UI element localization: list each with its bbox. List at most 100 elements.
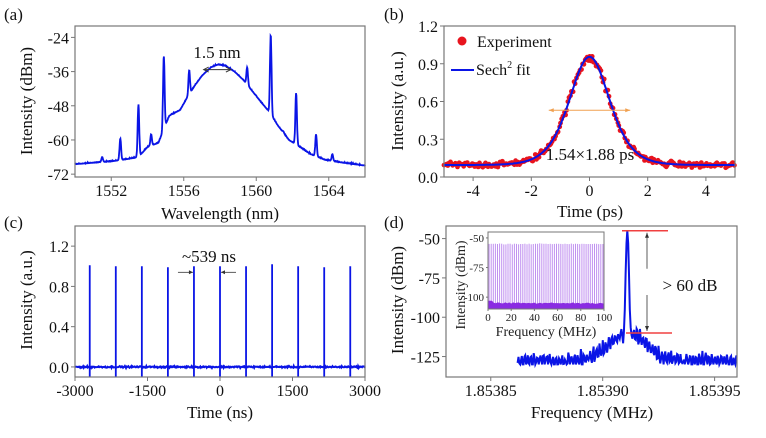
inset-frame xyxy=(487,231,605,310)
experiment-point xyxy=(698,160,704,166)
panel-d-ticks: 1.85385 1.85390 1.85395 -50 -75 -100 -125 xyxy=(411,232,741,400)
x-tick-label: 1556 xyxy=(168,183,200,200)
y-tick-label: 0.9 xyxy=(418,57,438,74)
y-tick-label: 1.2 xyxy=(418,19,438,36)
panel-a-annotation: 1.5 nm xyxy=(193,43,240,62)
panel-d-label: (d) xyxy=(384,213,404,232)
panel-d-xlabel: Frequency (MHz) xyxy=(531,403,653,422)
x-tick-label: -1500 xyxy=(129,383,166,400)
y-tick-label: -100 xyxy=(464,292,485,304)
y-tick-label: -36 xyxy=(48,65,69,82)
legend-label-experiment: Experiment xyxy=(477,34,552,51)
x-tick-label: 60 xyxy=(552,312,564,324)
period-arrowhead-right xyxy=(221,270,225,275)
y-tick-label: 0.8 xyxy=(49,279,69,296)
legend-fit-suffix: fit xyxy=(512,62,531,79)
y-tick-label: 0.6 xyxy=(418,95,438,112)
legend-fit-base: Sech xyxy=(476,62,507,79)
panel-b-frame xyxy=(443,25,736,178)
panel-a: (a) 1552 1556 1560 1564 -24 -36 -48 -60 -72 Wave… xyxy=(4,5,366,223)
panel-b-annotation: 1.54×1.88 ps xyxy=(546,145,634,164)
panel-a-ticks: 1552 1556 1560 1564 -24 -36 -48 -60 -72 xyxy=(48,30,345,200)
fwhm-arrowhead-right xyxy=(625,108,631,113)
spectrum-line xyxy=(74,32,366,168)
x-tick-label: 0 xyxy=(586,183,594,200)
y-tick-label: -75 xyxy=(469,263,484,275)
panel-d-plot-area xyxy=(516,229,737,369)
x-tick-label: 0 xyxy=(216,383,224,400)
legend-fit-superscript: 2 xyxy=(507,60,512,71)
fwhm-arrowhead-left xyxy=(202,66,209,73)
x-tick-label: 2 xyxy=(644,183,652,200)
x-tick-label: 80 xyxy=(575,312,587,324)
panel-d-inset: 0 20 40 60 80 100 -50 -75 -100 Frequency (MHz) I… xyxy=(454,231,613,340)
panel-d-frame xyxy=(445,225,738,378)
y-tick-label: -72 xyxy=(48,167,69,184)
x-tick-label: 100 xyxy=(596,312,613,324)
panel-d: (d) 1.85385 1.85390 1.85395-50-75-100-125 … xyxy=(384,213,741,422)
panel-b-label: (b) xyxy=(384,5,404,24)
x-tick-label: 1500 xyxy=(277,383,309,400)
y-tick-label: -24 xyxy=(48,30,69,47)
inset-noise-floor xyxy=(488,300,604,309)
x-tick-label: 0 xyxy=(485,312,491,324)
fwhm-arrowhead-right xyxy=(225,66,232,73)
panel-d-ylabel: Intensity (dBm) xyxy=(388,246,407,354)
panel-c-xlabel: Time (ns) xyxy=(187,403,253,422)
y-tick-label: 0.0 xyxy=(418,170,438,187)
snr-arrowhead-down xyxy=(645,325,649,331)
y-tick-label: -48 xyxy=(48,99,69,116)
panel-c-annotation: ~539 ns xyxy=(182,247,236,266)
y-tick-label: -100 xyxy=(411,310,440,327)
y-tick-label: -50 xyxy=(419,232,440,249)
y-tick-label: -75 xyxy=(419,271,440,288)
y-tick-label: 1.2 xyxy=(49,239,69,256)
legend-marker-experiment xyxy=(457,36,467,46)
y-tick-label: 0.4 xyxy=(49,320,69,337)
x-tick-label: 1.85395 xyxy=(689,383,741,400)
panel-c: (c) -3000 -1500 0 1500 3000 0.0 0.4 0.8 1.2 Time… xyxy=(4,213,381,422)
snr-arrowhead-up xyxy=(645,232,649,238)
panel-a-xlabel: Wavelength (nm) xyxy=(161,204,279,223)
panel-b-ticks: -4 -2 0 2 4 0.0 0.3 0.6 0.9 1.2 xyxy=(418,19,710,200)
x-tick-label: 40 xyxy=(529,312,541,324)
panel-d-annotation: > 60 dB xyxy=(663,276,718,295)
panel-b-ylabel: Intensity (a.u.) xyxy=(388,51,407,151)
fwhm-arrowhead-left xyxy=(548,108,554,113)
y-tick-label: -125 xyxy=(411,350,440,367)
inset-ylabel: Intensity (dBm) xyxy=(454,240,469,329)
panel-a-frame xyxy=(74,25,366,178)
panel-b: (b) -4 -2 0 2 4 0.0 0.3 0.6 0.9 1.2 Time (ps) Int… xyxy=(384,5,737,221)
panel-c-ylabel: Intensity (a.u.) xyxy=(17,250,36,350)
x-tick-label: 1.85385 xyxy=(465,383,517,400)
inset-plot-area xyxy=(488,243,604,309)
inset-xlabel: Frequency (MHz) xyxy=(496,325,597,340)
sech2-fit-line xyxy=(444,55,735,166)
panel-b-plot-area xyxy=(441,54,737,171)
y-tick-label: -50 xyxy=(469,233,484,245)
period-arrowhead-left xyxy=(188,270,193,275)
x-tick-label: 20 xyxy=(506,312,518,324)
x-tick-label: -3000 xyxy=(56,383,93,400)
panel-c-label: (c) xyxy=(4,213,23,232)
x-tick-label: 1552 xyxy=(95,183,127,200)
inset-ticks: 0 20 40 60 80 100 -50 -75 -100 xyxy=(464,233,613,324)
y-tick-label: -60 xyxy=(48,133,69,150)
panel-b-legend: Experiment Sech2 fit xyxy=(451,34,552,79)
x-tick-label: -4 xyxy=(466,183,479,200)
panel-a-plot-area xyxy=(74,32,366,168)
x-tick-label: 1.85390 xyxy=(577,383,629,400)
y-tick-label: 0.0 xyxy=(49,360,69,377)
y-tick-label: 0.3 xyxy=(418,132,438,149)
panel-a-ylabel: Intensity (dBm) xyxy=(17,47,36,155)
panel-c-frame xyxy=(74,225,366,378)
legend-label-fit: Sech2 fit xyxy=(476,60,531,79)
x-tick-label: 1560 xyxy=(240,183,272,200)
panel-c-plot-area xyxy=(75,264,366,377)
x-tick-label: 1564 xyxy=(313,183,345,200)
panel-c-ticks: -3000 -1500 0 1500 3000 0.0 0.4 0.8 1.2 xyxy=(49,239,381,400)
x-tick-label: 4 xyxy=(702,183,710,200)
x-tick-label: 3000 xyxy=(349,383,381,400)
panel-a-label: (a) xyxy=(4,5,23,24)
